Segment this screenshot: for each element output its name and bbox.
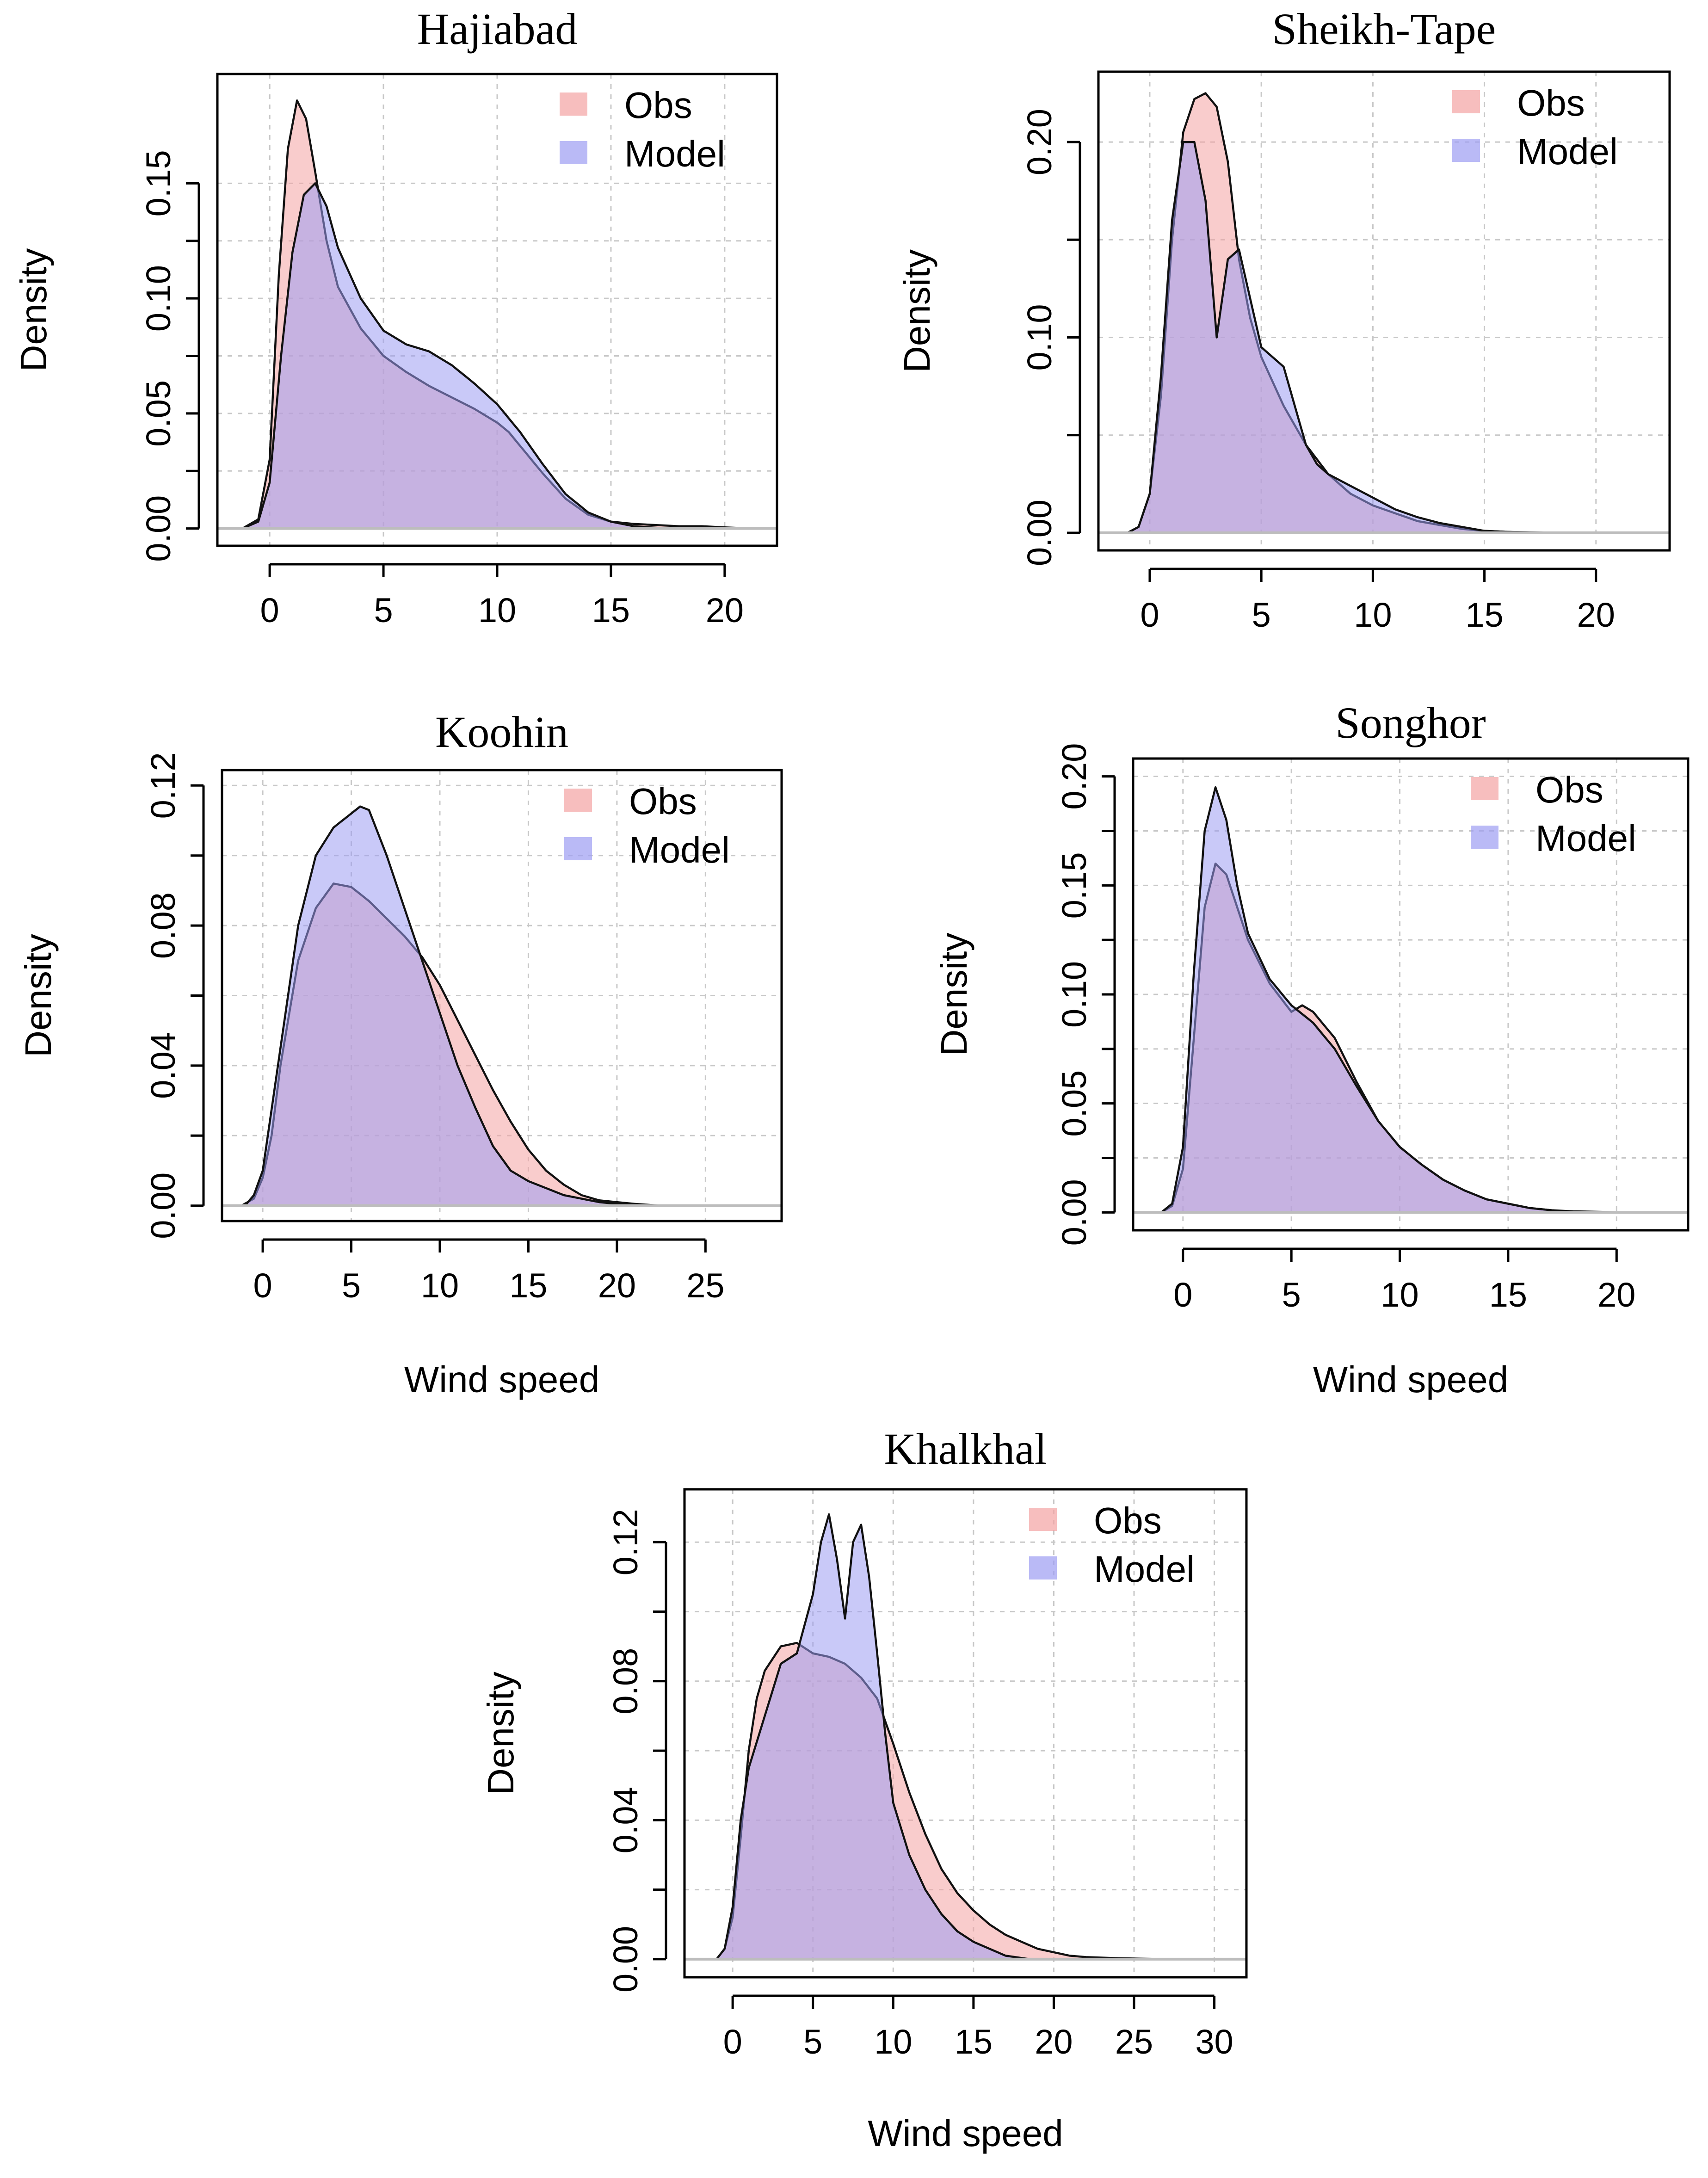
x-tick-label: 20 [598, 1266, 636, 1305]
legend-label-obs: Obs [624, 85, 692, 126]
y-tick-label: 0.00 [144, 1172, 182, 1239]
legend-swatch-obs [564, 789, 592, 812]
chart-panel-2: 0 5 10 15 20 0.00 0.10 0.20 Sheikh-Tape Density Ob… [896, 4, 1671, 634]
x-tick-label: 10 [1381, 1276, 1418, 1314]
chart-panel-5: 0 5 10 15 20 25 30 0.00 0.04 0.08 0.12 Khalkhal Dens… [480, 1424, 1248, 2154]
y-tick-label: 0.20 [1055, 743, 1093, 810]
y-axis-label: Density [13, 248, 54, 372]
chart-title: Khalkhal [884, 1424, 1047, 1474]
x-tick-label: 0 [1173, 1276, 1192, 1314]
chart-panel-4: 0 5 10 15 20 0.00 0.05 0.10 0.15 0.20 Songhor Densi… [933, 698, 1690, 1400]
y-tick-label: 0.20 [1020, 109, 1059, 175]
x-tick-label: 15 [1489, 1276, 1527, 1314]
x-tick-label: 30 [1195, 2023, 1233, 2061]
y-tick-label: 0.00 [606, 1926, 645, 1993]
x-tick-label: 5 [374, 591, 393, 629]
y-tick-label: 0.10 [1055, 961, 1093, 1028]
plot-frame [1132, 757, 1690, 1232]
x-tick-label: 15 [509, 1266, 547, 1305]
x-tick-label: 5 [1282, 1276, 1301, 1314]
y-tick-label: 0.08 [144, 892, 182, 959]
legend-swatch-obs [1452, 90, 1480, 113]
y-axis-label: Density [896, 249, 937, 373]
legend-label-obs: Obs [1535, 769, 1603, 810]
density-area-model [715, 1513, 1031, 1961]
y-tick-label: 0.10 [139, 265, 178, 332]
x-tick-label: 10 [478, 591, 516, 629]
chart-title: Hajiabad [417, 4, 578, 54]
legend-swatch-model [1452, 139, 1480, 162]
legend-swatch-obs [560, 93, 587, 116]
x-tick-label: 20 [1035, 2023, 1073, 2061]
legend-swatch-obs [1471, 777, 1498, 800]
y-tick-label: 0.04 [144, 1032, 182, 1099]
chart-panel-1: 0 5 10 15 20 0.00 0.05 0.10 0.15 Hajiabad Density O… [13, 4, 778, 629]
x-tick-label: 10 [1354, 596, 1392, 634]
density-area-model [241, 182, 669, 530]
y-tick-label: 0.12 [606, 1509, 645, 1575]
x-axis-label: Wind speed [1313, 1359, 1508, 1400]
legend-swatch-model [1471, 826, 1498, 849]
y-tick-label: 0.12 [144, 752, 182, 819]
x-tick-label: 0 [723, 2023, 742, 2061]
legend-label-model: Model [1517, 131, 1618, 172]
legend-label-obs: Obs [1094, 1500, 1162, 1541]
x-tick-label: 20 [1597, 1276, 1635, 1314]
legend-label-obs: Obs [629, 781, 697, 822]
x-tick-label: 10 [874, 2023, 912, 2061]
legend-label-model: Model [1535, 818, 1636, 859]
x-tick-label: 20 [1577, 596, 1615, 634]
plot-frame [216, 73, 778, 547]
y-tick-label: 0.05 [139, 380, 178, 447]
x-tick-label: 15 [955, 2023, 993, 2061]
y-tick-label: 0.15 [139, 150, 178, 216]
x-tick-label: 0 [1140, 596, 1159, 634]
x-tick-label: 0 [253, 1266, 272, 1305]
legend-label-model: Model [629, 829, 730, 870]
y-axis-label: Density [480, 1672, 521, 1795]
y-tick-label: 0.05 [1055, 1070, 1093, 1137]
x-tick-label: 5 [1252, 596, 1271, 634]
x-axis-label: Wind speed [404, 1359, 599, 1400]
plot-frame [683, 1488, 1248, 1979]
chart-title: Sheikh-Tape [1272, 4, 1496, 54]
x-tick-label: 25 [686, 1266, 724, 1305]
chart-title: Koohin [435, 707, 568, 757]
y-tick-label: 0.00 [1055, 1179, 1093, 1246]
x-tick-label: 5 [803, 2023, 822, 2061]
legend-swatch-obs [1029, 1508, 1057, 1531]
density-area-model [1126, 141, 1542, 534]
legend-label-obs: Obs [1517, 82, 1585, 123]
y-axis-label: Density [933, 933, 974, 1056]
legend-swatch-model [1029, 1556, 1057, 1580]
x-tick-label: 0 [260, 591, 279, 629]
x-tick-label: 15 [1465, 596, 1503, 634]
y-axis-label: Density [18, 934, 59, 1057]
plot-frame [221, 769, 783, 1222]
density-area-model [244, 805, 636, 1207]
x-tick-label: 20 [706, 591, 744, 629]
legend-label-model: Model [624, 133, 725, 174]
x-tick-label: 15 [592, 591, 630, 629]
legend-label-model: Model [1094, 1549, 1195, 1590]
y-tick-label: 0.00 [1020, 500, 1059, 566]
x-axis-label: Wind speed [868, 2113, 1063, 2154]
y-tick-label: 0.04 [606, 1787, 645, 1853]
chart-panel-3: 0 5 10 15 20 25 0.00 0.04 0.08 0.12 Koohin Density W… [18, 707, 783, 1400]
y-tick-label: 0.00 [139, 495, 178, 562]
chart-title: Songhor [1335, 698, 1486, 747]
x-tick-label: 5 [342, 1266, 361, 1305]
density-area-model [1160, 786, 1574, 1214]
y-tick-label: 0.15 [1055, 852, 1093, 919]
y-tick-label: 0.10 [1020, 304, 1059, 371]
x-tick-label: 10 [421, 1266, 459, 1305]
y-tick-label: 0.08 [606, 1648, 645, 1715]
legend-swatch-model [564, 837, 592, 860]
plot-frame [1097, 70, 1671, 552]
legend-swatch-model [560, 141, 587, 164]
x-tick-label: 25 [1115, 2023, 1153, 2061]
